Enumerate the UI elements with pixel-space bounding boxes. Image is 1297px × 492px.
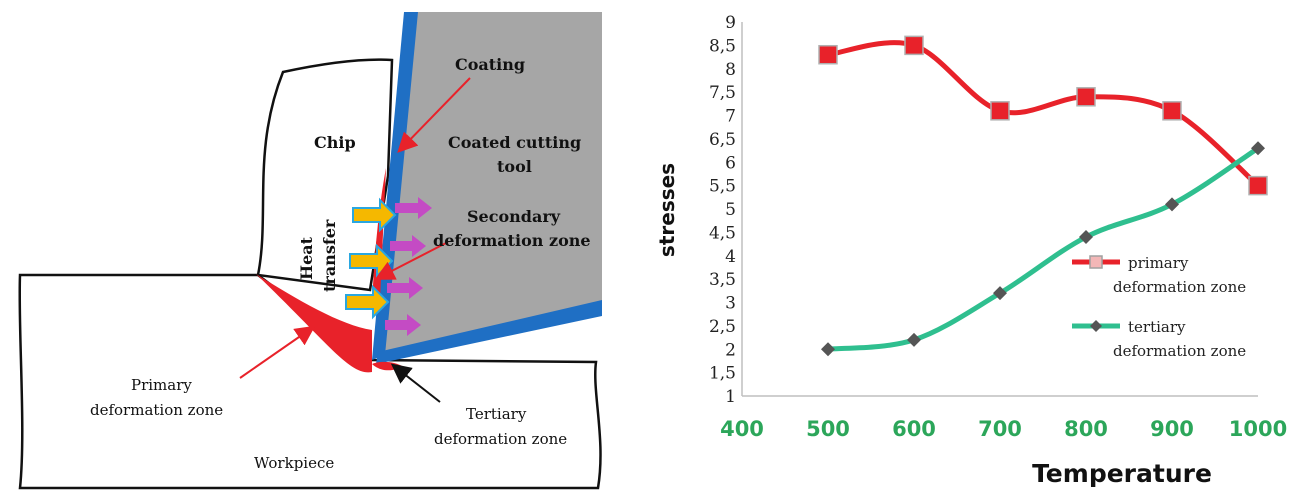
x-tick-label: 900 xyxy=(1150,417,1194,441)
coating-pointer xyxy=(397,77,471,153)
legend-label: deformation zone xyxy=(1113,342,1246,360)
data-point-primary xyxy=(818,44,838,65)
data-point-tertiary xyxy=(821,342,835,357)
y-tick-label: 3,5 xyxy=(709,270,736,290)
purple-arrows xyxy=(385,197,432,336)
y-tick-label: 7 xyxy=(725,107,736,127)
data-point-primary xyxy=(1248,175,1268,196)
y-tick-label: 4 xyxy=(725,247,736,267)
workpiece-label: Workpiece xyxy=(254,454,334,472)
data-point-primary xyxy=(990,101,1010,121)
coating-flank-face xyxy=(376,300,602,364)
legend-label: tertiary xyxy=(1128,318,1186,336)
y-tick-label: 1,5 xyxy=(709,364,736,384)
y-tick-label: 4,5 xyxy=(709,223,736,243)
legend-marker xyxy=(1090,320,1102,332)
coated-tool-label-line1: Coated cutting xyxy=(448,133,581,152)
chip-label: Chip xyxy=(314,133,356,152)
y-tick-label: 2,5 xyxy=(709,317,736,337)
data-point-primary xyxy=(1162,101,1182,121)
data-point-tertiary xyxy=(1165,197,1179,212)
cutting-diagram: Coating Chip Coated cutting tool Seconda… xyxy=(18,12,602,490)
tertiary-zone-label-line1: Tertiary xyxy=(466,405,527,423)
heat-label-line1: Heat xyxy=(297,236,316,280)
data-point-primary xyxy=(904,35,924,56)
primary-zone-label-line2: deformation zone xyxy=(90,401,223,419)
data-point-primary xyxy=(1076,87,1096,107)
tertiary-pointer xyxy=(390,363,441,403)
series-line-2 xyxy=(825,145,1261,352)
legend-marker xyxy=(1089,255,1103,269)
coating-label: Coating xyxy=(455,55,525,74)
y-tick-label: 6,5 xyxy=(709,130,736,150)
purple-arrow-icon xyxy=(390,235,426,257)
secondary-zone-label-line1: Secondary xyxy=(467,207,561,226)
data-point-tertiary xyxy=(1251,141,1265,156)
secondary-pointer xyxy=(374,241,449,280)
purple-arrow-icon xyxy=(387,277,423,299)
data-point-tertiary xyxy=(993,286,1007,301)
heat-arrow-icon xyxy=(352,197,397,233)
y-tick-label: 2 xyxy=(725,340,736,360)
y-tick-label: 8,5 xyxy=(709,36,736,56)
chart-legend: primary deformation zone tertiary deformati… xyxy=(1072,254,1246,360)
data-point-tertiary xyxy=(1079,230,1093,245)
x-tick-label: 500 xyxy=(806,417,850,441)
legend-label: deformation zone xyxy=(1113,278,1246,296)
heat-arrow-icon xyxy=(345,284,390,320)
primary-deformation-zone xyxy=(256,274,372,373)
y-axis-label: stresses xyxy=(655,163,679,257)
cutting-tool-body xyxy=(375,12,602,357)
purple-arrow-icon xyxy=(385,314,421,336)
data-point-tertiary xyxy=(907,332,921,347)
x-tick-label: 600 xyxy=(892,417,936,441)
secondary-zone-label-line2: deformation zone xyxy=(433,231,591,250)
heat-label-line2: transfer xyxy=(320,219,339,292)
chart-series xyxy=(818,35,1268,357)
x-tick-label: 1000 xyxy=(1229,417,1287,441)
x-tick-label: 700 xyxy=(978,417,1022,441)
x-axis-label: Temperature xyxy=(1032,459,1212,488)
y-tick-label: 1 xyxy=(725,387,736,407)
chart-axes: 1 1,5 2 2,5 3 3,5 4 4,5 5 5,5 6 6,5 7 7,5 8 8,5 9 400 500 6… xyxy=(709,13,1287,441)
coated-tool-label-line2: tool xyxy=(497,157,532,176)
y-tick-label: 6 xyxy=(725,153,736,173)
y-tick-label: 5 xyxy=(725,200,736,220)
workpiece-shape xyxy=(18,273,602,490)
y-tick-label: 3 xyxy=(725,294,736,314)
y-tick-label: 9 xyxy=(725,13,736,33)
purple-arrow-icon xyxy=(395,197,432,219)
y-tick-label: 8 xyxy=(725,60,736,80)
chip-shape xyxy=(256,58,394,292)
x-tick-label: 800 xyxy=(1064,417,1108,441)
y-tick-label: 7,5 xyxy=(709,83,736,103)
tertiary-zone-label-line2: deformation zone xyxy=(434,430,567,448)
legend-label: primary xyxy=(1128,254,1189,272)
stress-temperature-chart: 1 1,5 2 2,5 3 3,5 4 4,5 5 5,5 6 6,5 7 7,5 8 8,5 9 400 500 6… xyxy=(655,13,1287,488)
primary-pointer xyxy=(239,325,316,379)
x-tick-label: 400 xyxy=(720,417,764,441)
primary-zone-label-line1: Primary xyxy=(131,376,192,394)
y-tick-label: 5,5 xyxy=(709,177,736,197)
series-line-1 xyxy=(825,40,1261,189)
heat-arrows xyxy=(345,197,397,320)
